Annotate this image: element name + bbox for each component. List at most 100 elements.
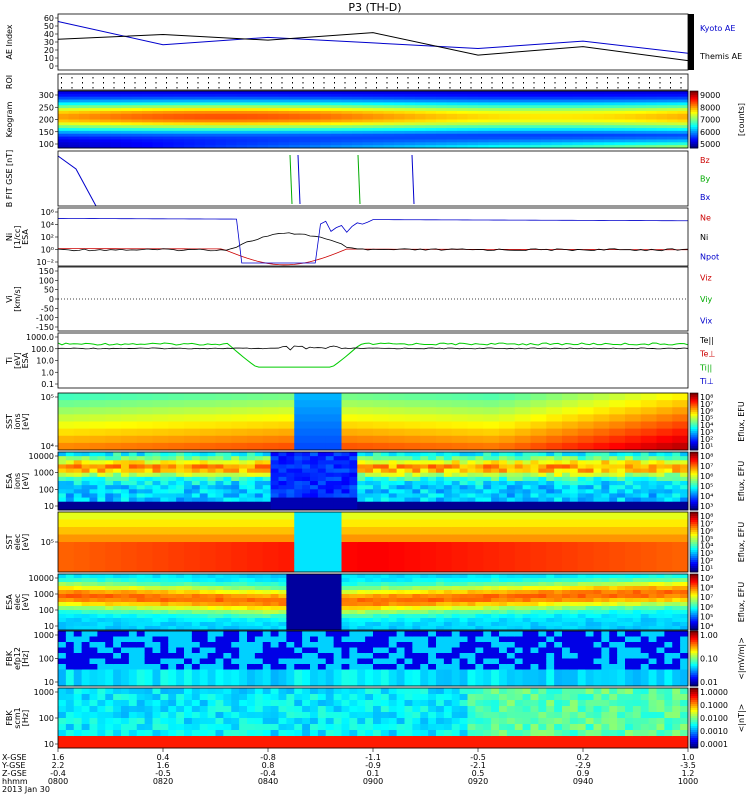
heatmap-cell xyxy=(569,497,579,503)
heatmap-cell xyxy=(506,493,516,498)
heatmap-cell xyxy=(310,125,321,129)
heatmap-cell xyxy=(443,610,453,615)
heatmap-cell xyxy=(268,139,279,143)
heatmap-cell xyxy=(475,476,484,482)
heatmap-cell xyxy=(577,428,594,437)
heatmap-cell xyxy=(428,610,437,615)
heatmap-cell xyxy=(617,598,626,603)
heatmap-cell xyxy=(191,642,201,648)
heatmap-cell xyxy=(677,93,689,98)
heatmap-cell xyxy=(247,501,256,507)
heatmap-cell xyxy=(546,468,555,474)
colorbar-cell xyxy=(690,588,698,592)
roi-mark xyxy=(670,87,671,89)
heatmap-cell xyxy=(349,476,358,482)
heatmap-cell xyxy=(184,119,195,123)
heatmap-cell xyxy=(163,125,174,129)
y-axis-label: Ti xyxy=(5,357,14,365)
heatmap-cell xyxy=(247,542,264,550)
heatmap-cell xyxy=(262,598,272,603)
heatmap-cell xyxy=(520,139,531,143)
heatmap-cell xyxy=(160,647,169,654)
heatmap-cell xyxy=(325,460,335,465)
heatmap-cell xyxy=(446,108,458,112)
heatmap-cell xyxy=(236,136,248,140)
y-tick-label: 10 xyxy=(44,54,54,63)
heatmap-cell xyxy=(677,96,689,100)
heatmap-cell xyxy=(365,618,374,623)
heatmap-cell xyxy=(506,481,516,486)
heatmap-cell xyxy=(604,145,615,149)
heatmap-cell xyxy=(113,489,122,494)
heatmap-cell xyxy=(144,664,153,670)
heatmap-cell xyxy=(499,602,508,607)
heatmap-cell xyxy=(446,139,458,143)
heatmap-cell xyxy=(404,400,421,408)
heatmap-cell xyxy=(270,626,279,631)
colorbar-cell xyxy=(690,615,698,618)
heatmap-cell xyxy=(349,464,358,469)
heatmap-cell xyxy=(113,468,122,474)
heatmap-cell xyxy=(380,598,390,603)
colorbar-tick-label: 10⁵ xyxy=(700,612,713,621)
heatmap-cell xyxy=(168,664,177,670)
heatmap-cell xyxy=(278,557,295,565)
heatmap-cell xyxy=(404,145,416,149)
heatmap-cell xyxy=(538,485,547,490)
heatmap-cell xyxy=(199,542,216,550)
heatmap-cell xyxy=(415,113,426,118)
heatmap-cell xyxy=(341,618,350,623)
heatmap-cell xyxy=(176,489,185,494)
heatmap-cell xyxy=(672,442,689,451)
heatmap-cell xyxy=(226,116,237,120)
heatmap-cell xyxy=(89,110,101,115)
roi-mark xyxy=(187,82,188,84)
heatmap-cell xyxy=(648,505,657,511)
heatmap-cell xyxy=(396,622,405,627)
y-tick-label: -100 xyxy=(36,314,54,323)
heatmap-cell xyxy=(262,468,272,474)
heatmap-cell xyxy=(672,574,681,579)
heatmap-cell xyxy=(499,102,510,106)
heatmap-cell xyxy=(89,622,98,627)
heatmap-cell xyxy=(646,105,657,109)
heatmap-cell xyxy=(352,142,363,146)
heatmap-cell xyxy=(121,452,130,457)
heatmap-cell xyxy=(168,680,177,687)
heatmap-cell xyxy=(223,636,232,643)
heatmap-cell xyxy=(105,647,114,654)
heatmap-cell xyxy=(632,586,642,591)
heatmap-cell xyxy=(428,626,437,631)
heatmap-cell xyxy=(163,122,174,126)
heatmap-cell xyxy=(357,489,366,494)
heatmap-cell xyxy=(89,472,98,478)
heatmap-cell xyxy=(247,636,256,643)
heatmap-cell xyxy=(58,91,69,95)
heatmap-cell xyxy=(514,582,524,587)
heatmap-cell xyxy=(365,594,374,599)
heatmap-cell xyxy=(310,421,327,430)
roi-mark xyxy=(197,87,199,89)
heatmap-cell xyxy=(554,578,563,583)
heatmap-cell xyxy=(546,485,555,490)
heatmap-cell xyxy=(459,489,468,494)
roi-mark xyxy=(376,87,377,89)
heatmap-cell xyxy=(551,128,563,132)
heatmap-cell xyxy=(191,622,201,627)
heatmap-cell xyxy=(609,505,618,511)
heatmap-cell xyxy=(215,534,232,543)
heatmap-cell xyxy=(415,116,426,120)
heatmap-cell xyxy=(262,675,272,681)
heatmap-cell xyxy=(97,485,106,490)
heatmap-cell xyxy=(58,578,67,583)
heatmap-cell xyxy=(254,476,264,482)
heatmap-cell xyxy=(105,476,114,482)
heatmap-cell xyxy=(173,91,185,95)
heatmap-cell xyxy=(215,122,227,126)
heatmap-cell xyxy=(451,414,468,422)
heatmap-cell xyxy=(632,489,642,494)
heatmap-cell xyxy=(176,614,185,619)
colorbar-cell xyxy=(690,540,698,543)
heatmap-cell xyxy=(357,442,374,451)
heatmap-cell xyxy=(325,675,335,681)
